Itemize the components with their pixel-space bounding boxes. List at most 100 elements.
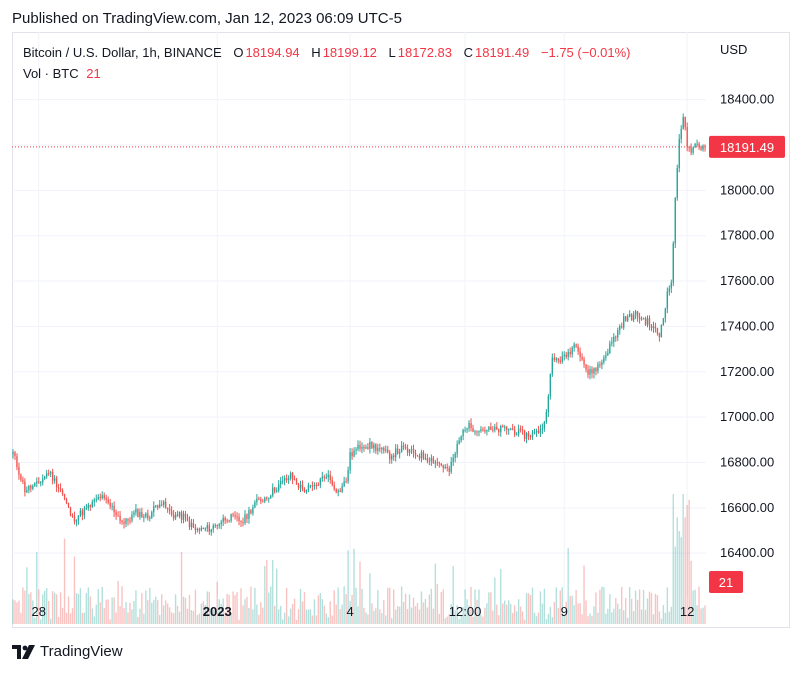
- volume-bar: [527, 593, 530, 624]
- candle-body: [18, 467, 20, 475]
- volume-bar: [46, 588, 48, 624]
- volume-bar: [95, 604, 97, 624]
- candle-body: [456, 444, 458, 454]
- volume-bar: [654, 593, 657, 624]
- volume-bar: [341, 604, 343, 624]
- volume-bar: [373, 610, 375, 624]
- low-label: L: [388, 45, 396, 60]
- candle-body: [625, 316, 627, 321]
- price-chart[interactable]: 16400.00 16600.00 16800.00 17000.00 17200.00…: [12, 32, 790, 628]
- volume-bar: [690, 560, 692, 624]
- volume-bar: [488, 592, 490, 624]
- candle-body: [545, 412, 548, 422]
- volume-bar: [184, 597, 187, 624]
- candle-body: [601, 362, 603, 366]
- volume-bar: [335, 604, 337, 624]
- volume-bar: [367, 614, 369, 624]
- candle-body: [309, 485, 312, 487]
- candle-body: [91, 501, 93, 507]
- volume-bar: [539, 591, 542, 624]
- volume-bar: [87, 587, 90, 624]
- volume-bar: [630, 598, 633, 624]
- candle-body: [264, 497, 266, 502]
- footer-brand[interactable]: TradingView: [12, 643, 123, 660]
- candle-body: [184, 513, 187, 517]
- candle-body: [198, 528, 201, 531]
- volume-bar: [385, 615, 387, 624]
- candle-body: [385, 449, 387, 451]
- candle-body: [285, 478, 288, 480]
- volume-bar: [525, 593, 528, 624]
- candle-body: [690, 147, 692, 153]
- candle-body: [107, 499, 109, 503]
- volume-bar: [176, 605, 179, 624]
- volume-bar: [40, 619, 42, 624]
- candle-body: [529, 436, 532, 438]
- candle-body: [369, 442, 371, 449]
- volume-bar: [644, 609, 647, 624]
- volume-bar: [325, 613, 327, 624]
- volume-bar: [529, 595, 532, 624]
- candle-body: [250, 510, 252, 514]
- volume-bar: [276, 568, 278, 624]
- candle-body: [214, 525, 216, 527]
- candle-body: [335, 489, 337, 493]
- candle-body: [161, 504, 163, 506]
- volume-bar: [412, 597, 415, 624]
- volume-bar: [230, 613, 232, 624]
- volume-bar: [511, 613, 514, 624]
- volume-bar: [700, 608, 702, 624]
- candle-body: [367, 447, 369, 449]
- volume-bar: [234, 595, 236, 624]
- candle-body: [607, 353, 609, 356]
- volume-bar: [508, 600, 510, 624]
- volume-bar: [466, 599, 468, 624]
- volume-bar: [99, 602, 101, 624]
- price-tick-label: 17000.00: [720, 409, 774, 424]
- candle-body: [559, 360, 561, 362]
- volume-bar: [506, 604, 508, 624]
- volume-bar: [484, 607, 486, 624]
- volume-bar: [561, 587, 563, 624]
- candle-body: [311, 485, 314, 487]
- volume-bar: [408, 594, 411, 624]
- currency-label[interactable]: USD: [720, 42, 748, 57]
- volume-bar: [105, 599, 107, 624]
- volume-bar: [591, 615, 593, 624]
- volume-bar: [509, 603, 512, 624]
- volume-bar: [482, 616, 484, 624]
- candle-body: [153, 506, 155, 512]
- candle-body: [508, 429, 510, 431]
- candle-body: [357, 444, 359, 450]
- volume-bar: [692, 590, 694, 624]
- candle-body: [32, 485, 34, 489]
- candle-body: [579, 351, 581, 357]
- candle-body: [359, 444, 361, 449]
- candle-body: [89, 504, 92, 507]
- volume-bar: [444, 618, 446, 624]
- price-tick-label: 17200.00: [720, 364, 774, 379]
- candle-body: [474, 431, 476, 433]
- volume-bar: [355, 587, 357, 624]
- volume-bar: [557, 607, 559, 624]
- volume-bar: [450, 604, 452, 624]
- volume-bar: [490, 592, 492, 624]
- volume-bar: [123, 608, 125, 624]
- volume-label: Vol · BTC: [23, 66, 79, 81]
- volume-bar: [279, 605, 282, 624]
- candle-body: [379, 448, 381, 450]
- candle-body: [658, 333, 661, 338]
- volume-bar: [32, 600, 34, 624]
- candle-body: [531, 432, 534, 437]
- volume-bar: [698, 586, 700, 624]
- volume-bar: [601, 586, 603, 624]
- change-value: −1.75 (−0.01%): [540, 45, 631, 60]
- candle-body: [137, 508, 139, 517]
- candle-body: [143, 516, 145, 518]
- volume-bar: [26, 567, 28, 624]
- volume-bar: [81, 612, 84, 624]
- candle-body: [278, 484, 280, 491]
- volume-bar: [389, 587, 391, 624]
- volume-bar: [311, 615, 314, 624]
- volume-bar: [704, 605, 706, 624]
